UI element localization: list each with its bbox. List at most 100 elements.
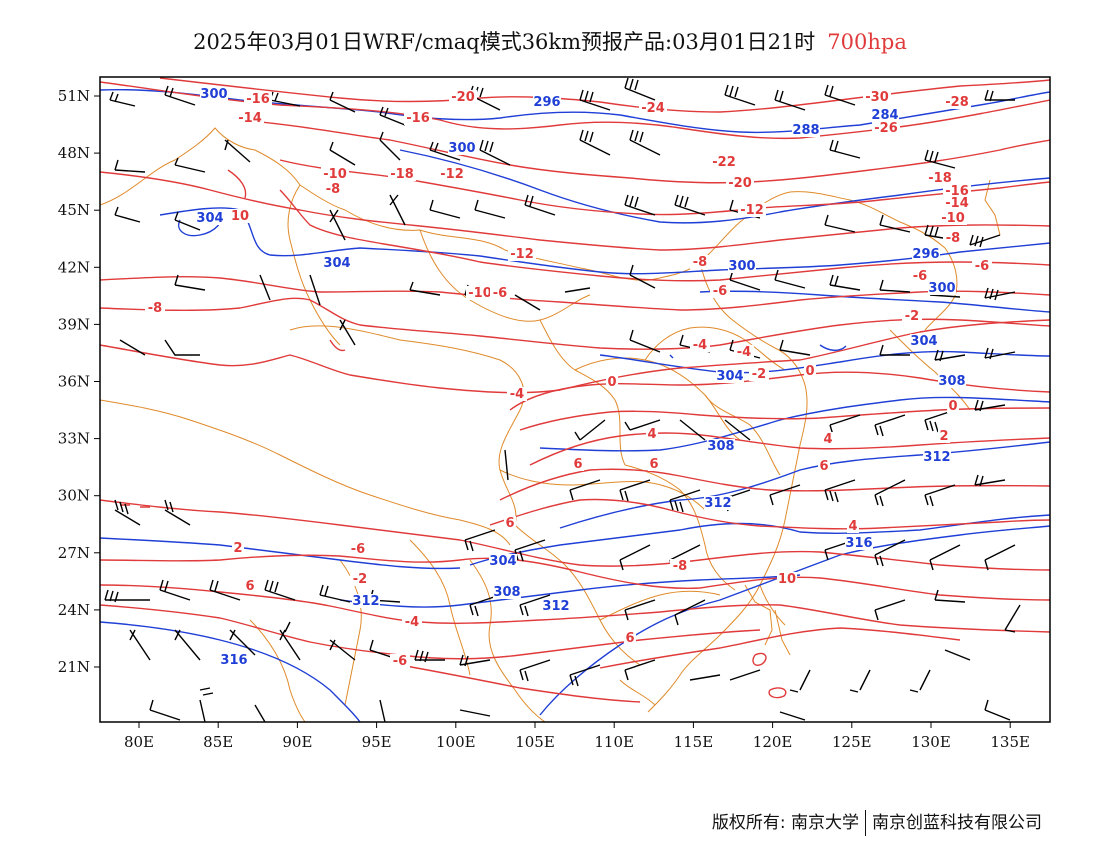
temperature-label: 6 (245, 579, 254, 594)
height-label: 304 (489, 554, 516, 569)
wind-barb-icon (624, 77, 656, 101)
wind-barb-icon (209, 579, 241, 601)
wind-barb-icon (379, 131, 401, 161)
temperature-label: -6 (713, 284, 727, 299)
label-background (508, 247, 536, 261)
boundary-lines (100, 127, 1001, 722)
longitude-axis: 80E 85E 90E 95E 100E 105E 110E 115E 120E 125E 130E… (124, 722, 1030, 751)
wind-barb-icon (924, 484, 956, 507)
wind-barb-icon (429, 141, 461, 161)
label-background (818, 459, 830, 473)
wind-barb-icon (339, 319, 356, 346)
wind-barb-icon (259, 274, 271, 301)
wind-barb-icon (114, 499, 141, 526)
x-tick-label: 120E (753, 733, 793, 751)
wind-barb-icon (174, 274, 206, 291)
height-label: 304 (323, 256, 350, 271)
height-label: 304 (910, 334, 937, 349)
wind-barb-icon (279, 621, 301, 661)
label-background (923, 450, 951, 464)
label-background (533, 95, 561, 109)
label-background (728, 259, 756, 273)
temperature-label: -14 (945, 196, 969, 211)
temperature-label: -12 (740, 203, 764, 218)
temperature-label: -4 (693, 338, 707, 353)
temperature-label: -12 (510, 247, 534, 262)
label-background (504, 516, 516, 530)
temperature-label: 0 (607, 375, 616, 390)
wind-barb-icon (929, 544, 961, 571)
label-background (716, 369, 744, 383)
label-background (872, 121, 900, 135)
height-label: 312 (923, 450, 950, 465)
wind-barb-icon (464, 529, 496, 552)
wind-barb-icon (224, 139, 251, 163)
wind-barb-icon (769, 484, 801, 506)
footer-divider (865, 810, 866, 836)
wind-barb-icon (824, 479, 856, 503)
temperature-label: 0 (805, 364, 814, 379)
label-background (507, 387, 527, 401)
label-background (804, 364, 816, 378)
x-tick-label: 105E (515, 733, 555, 751)
wind-barb-icon (619, 479, 651, 502)
temperature-label: 0 (948, 399, 957, 414)
wind-barb-icon (579, 89, 611, 111)
label-background (145, 301, 165, 315)
map-frame (99, 76, 1051, 723)
label-background (236, 111, 264, 125)
temperature-label: -2 (353, 572, 367, 587)
wind-barb-icon (674, 599, 706, 626)
wind-barb-icon (114, 206, 141, 223)
wind-barb-icon (629, 264, 656, 289)
label-background (232, 541, 244, 555)
label-background (244, 92, 272, 106)
label-background (230, 209, 250, 223)
label-background (438, 167, 466, 181)
wind-barb-icon (724, 419, 751, 441)
label-background (490, 286, 510, 300)
label-background (449, 90, 477, 104)
latitude-axis: 51N 48N 45N 42N 39N 36N 33N 30N 27N 24N 21N (58, 87, 100, 676)
wind-barb-icon (514, 294, 541, 311)
wind-barb-icon (164, 339, 200, 356)
wind-barb-icon (984, 347, 1016, 360)
label-background (348, 542, 368, 556)
y-tick-label: 27N (58, 544, 90, 562)
label-background (402, 615, 422, 629)
contour-labels: -16-14-20-24-30 -28-26-16-18-10-8-12-22-2… (145, 87, 992, 669)
temperature-label: -2 (905, 309, 919, 324)
wind-barb-icon (174, 629, 201, 661)
y-tick-label: 33N (58, 430, 90, 448)
label-background (542, 599, 570, 613)
y-tick-label: 24N (58, 601, 90, 619)
temperature-label: -26 (874, 121, 898, 136)
temperature-label: -10 (941, 211, 965, 226)
label-background (726, 176, 754, 190)
label-background (912, 247, 940, 261)
label-background (196, 211, 224, 225)
wind-barb-icon (679, 419, 706, 441)
wind-barb-icon (524, 194, 556, 216)
temperature-label: -6 (351, 542, 365, 557)
x-tick-label: 85E (203, 733, 233, 751)
temperature-label: -24 (641, 101, 665, 116)
temperature-label: 10 (231, 209, 249, 224)
label-background (938, 429, 950, 443)
temperature-label: -8 (673, 559, 687, 574)
temperature-label: -4 (737, 345, 751, 360)
temperature-label: -6 (493, 286, 507, 301)
y-tick-label: 45N (58, 201, 90, 219)
temperature-label: -8 (148, 301, 162, 316)
label-background (493, 585, 521, 599)
label-background (639, 101, 667, 115)
wind-barb-icon (779, 711, 806, 721)
label-background (943, 231, 963, 245)
plot-area (100, 77, 1050, 722)
label-background (938, 374, 966, 388)
wind-barb-icon (379, 106, 406, 126)
label-background (928, 281, 956, 295)
label-background (910, 334, 938, 348)
temperature-label: 2 (233, 541, 242, 556)
wind-barb-icon (729, 669, 761, 681)
